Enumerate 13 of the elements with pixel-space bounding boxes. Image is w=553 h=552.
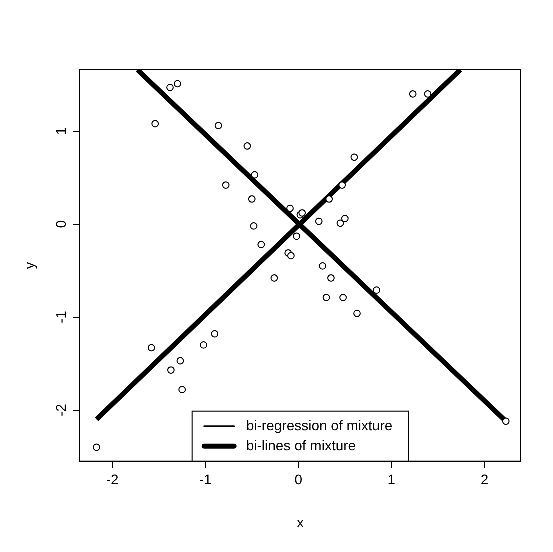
x-tick-label: -2 (106, 472, 119, 488)
y-axis-title: y (21, 262, 38, 270)
x-tick-label: 0 (294, 472, 303, 488)
y-tick-label: -1 (52, 310, 69, 324)
x-tick-label: 1 (388, 472, 396, 488)
y-tick-label: 1 (52, 127, 69, 136)
legend-label: bi-regression of mixture (246, 417, 393, 434)
y-tick-label: -2 (52, 404, 69, 416)
x-tick-label: 2 (480, 472, 489, 488)
legend-label: bi-lines of mixture (246, 437, 356, 454)
x-axis-title: x (297, 514, 304, 530)
y-tick-label: 0 (52, 220, 69, 228)
x-tick-label: -1 (199, 472, 212, 488)
